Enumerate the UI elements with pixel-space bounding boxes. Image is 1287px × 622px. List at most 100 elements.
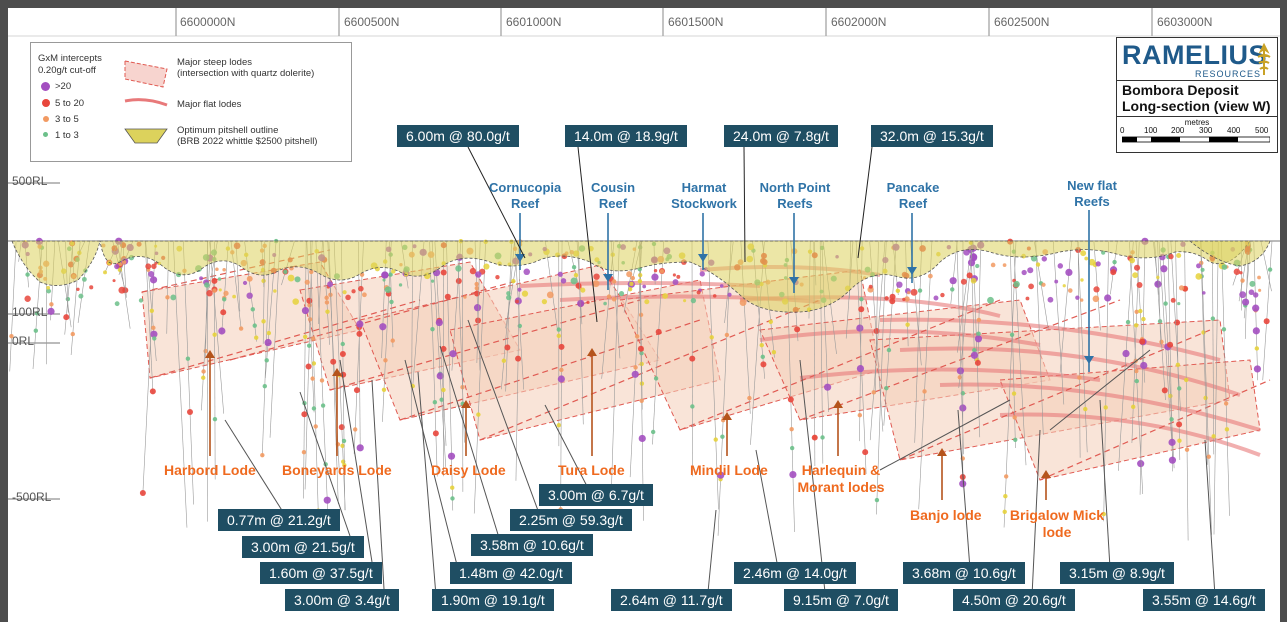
intercept-dot (151, 263, 157, 270)
intercept-dot (789, 426, 794, 432)
intercept-dot (1233, 268, 1241, 275)
intercept-dot (789, 445, 795, 451)
intercept-dot (1140, 361, 1148, 370)
intercept-dot (441, 387, 446, 393)
intercept-dot (1134, 378, 1139, 384)
intercept-dot (1110, 269, 1117, 276)
intercept-dot (1013, 437, 1018, 442)
leader-line (707, 509, 717, 593)
intercept-dot (440, 269, 447, 276)
intercept-box: 24.0m @ 7.8g/t (724, 125, 838, 147)
drill-hole (1077, 240, 1088, 453)
intercept-dot (501, 358, 507, 363)
leader-line (439, 345, 501, 542)
intercept-dot (592, 280, 600, 288)
intercept-dot (323, 496, 331, 504)
intercept-dot (637, 345, 644, 352)
leader-line (1204, 439, 1216, 597)
intercept-box: 6.00m @ 80.0g/t (397, 125, 519, 147)
intercept-dot (338, 424, 345, 431)
intercept-dot (204, 282, 210, 288)
intercept-dot (720, 434, 725, 439)
intercept-box: 3.00m @ 6.7g/t (539, 484, 653, 506)
drill-hole (652, 240, 664, 445)
scale-tick: 400 (1227, 126, 1241, 135)
intercept-dot (1132, 272, 1139, 279)
reef-label: Pancake Reef (886, 180, 940, 211)
intercept-dot (974, 359, 981, 366)
intercept-dot (1065, 268, 1073, 277)
intercept-dot (889, 298, 896, 305)
intercept-dot (463, 295, 467, 299)
pitshell-outline (11, 240, 101, 286)
intercept-dot (1184, 447, 1190, 452)
intercept-dot (246, 292, 253, 299)
intercept-dot (47, 307, 55, 315)
drill-hole (173, 240, 188, 528)
intercept-dot (1210, 316, 1216, 321)
intercept-dot (325, 309, 330, 314)
intercept-dot (212, 288, 217, 293)
intercept-dot (868, 284, 873, 289)
intercept-box: 4.50m @ 20.6g/t (953, 589, 1075, 611)
flat-lode (899, 346, 1241, 397)
intercept-dot (556, 327, 561, 332)
scale-tick: 200 (1171, 126, 1185, 135)
pitshell-outline (1188, 240, 1271, 267)
intercept-dot (717, 471, 725, 479)
intercept-dot (1101, 511, 1106, 517)
intercept-dot (218, 288, 222, 292)
steep-lode-trace (899, 329, 1211, 461)
intercept-dot (223, 290, 229, 296)
intercept-dot (739, 299, 747, 306)
intercept-dot (922, 389, 927, 394)
intercept-dot (966, 272, 973, 279)
intercept-dot (759, 343, 764, 348)
intercept-dot (1068, 288, 1073, 293)
intercept-dot (1079, 298, 1084, 302)
intercept-dot (389, 299, 394, 305)
intercept-dot (611, 296, 617, 302)
intercept-dot (546, 291, 554, 299)
intercept-dot (575, 282, 582, 289)
intercept-dot (206, 289, 213, 297)
intercept-dot (474, 290, 481, 297)
intercept-dot (1168, 253, 1174, 260)
legend-dot (43, 132, 48, 137)
intercept-dot (356, 444, 364, 452)
intercept-dot (152, 336, 157, 341)
intercept-dot (896, 281, 903, 288)
scale-tick: 500 (1255, 126, 1269, 135)
intercept-dot (1131, 404, 1136, 410)
intercept-dot (626, 271, 633, 278)
lode-label: Boneyards Lode (282, 462, 392, 478)
intercept-dot (820, 435, 825, 440)
pitshell-outline (99, 240, 1251, 313)
deposit-title: Bombora Deposit (1122, 82, 1239, 98)
intercept-dot (1263, 318, 1270, 325)
intercept-dot (218, 327, 226, 335)
intercept-dot (138, 298, 144, 303)
intercept-dot (211, 277, 218, 284)
intercept-dot (557, 271, 563, 277)
leader-line (404, 359, 459, 570)
drill-hole (639, 240, 644, 521)
intercept-dot (149, 388, 156, 395)
intercept-dot (1138, 308, 1143, 314)
intercept-dot (1252, 304, 1260, 312)
drill-hole (315, 240, 329, 531)
intercept-dot (76, 287, 80, 292)
intercept-dot (1178, 285, 1185, 291)
intercept-dot (1080, 250, 1087, 257)
intercept-dot (910, 288, 918, 296)
intercept-dot (474, 281, 479, 287)
intercept-dot (186, 409, 193, 416)
drill-hole (956, 240, 964, 455)
intercept-dot (949, 277, 957, 285)
intercept-dot (1170, 297, 1176, 303)
drill-hole (610, 240, 620, 506)
intercept-dot (976, 331, 981, 336)
company-logo: RAMELIUS (1122, 40, 1267, 70)
intercept-dot (1257, 275, 1261, 280)
arrow-head-icon (205, 350, 215, 358)
